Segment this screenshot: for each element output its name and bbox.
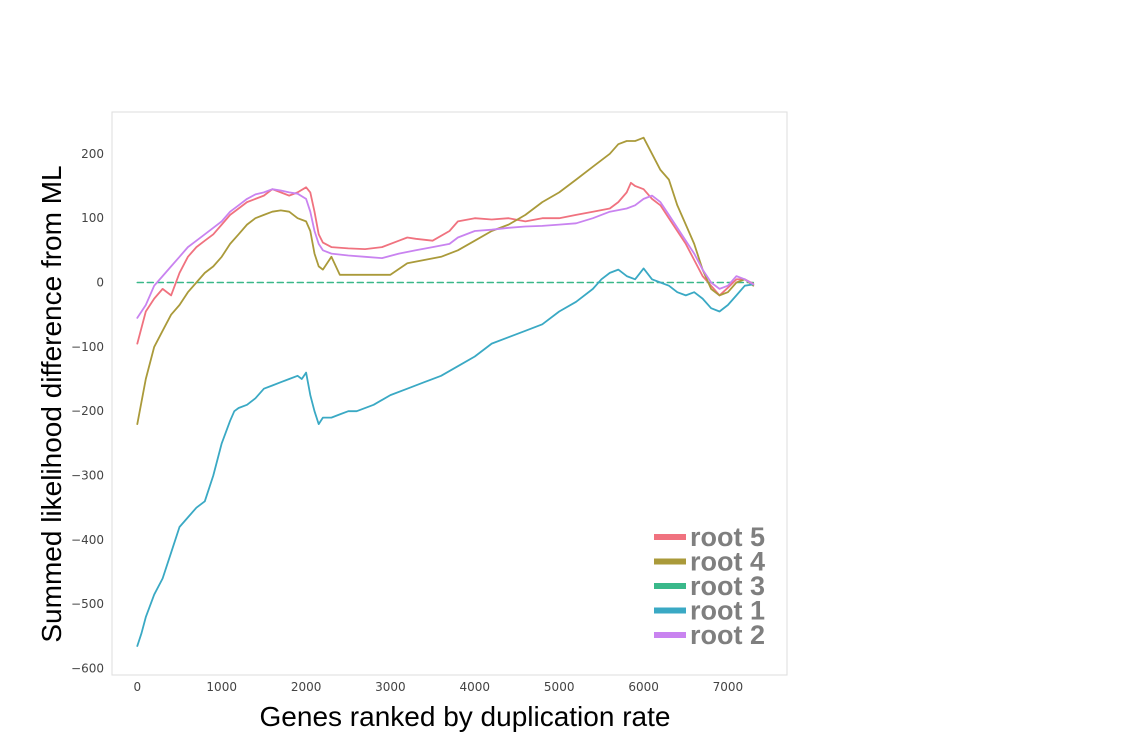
- x-tick-label: 4000: [460, 680, 491, 694]
- legend-label-root-5: root 5: [690, 522, 765, 552]
- y-tick-labels: 200 100 0 −100 −200 −300 −400 −500 −600: [71, 147, 104, 676]
- x-tick-label: 2000: [291, 680, 322, 694]
- x-tick-label: 3000: [375, 680, 406, 694]
- series-line-root-5: [136, 181, 755, 345]
- series-layer: [136, 136, 755, 647]
- y-tick-label: −500: [71, 597, 104, 611]
- x-tick-labels: 0 1000 2000 3000 4000 5000 6000 7000: [133, 680, 743, 694]
- legend-label-root-3: root 3: [690, 571, 765, 601]
- y-tick-label: −600: [71, 662, 104, 676]
- y-tick-label: −400: [71, 533, 104, 547]
- x-tick-label: 5000: [544, 680, 575, 694]
- plot-frame: [111, 111, 788, 676]
- legend-label-root-2: root 2: [690, 620, 765, 650]
- legend-label-root-4: root 4: [690, 547, 765, 577]
- y-tick-label: 200: [81, 147, 104, 161]
- x-axis-label: Genes ranked by duplication rate: [260, 701, 671, 732]
- y-tick-label: 100: [81, 211, 104, 225]
- x-tick-label: 7000: [713, 680, 744, 694]
- x-tick-label: 6000: [628, 680, 659, 694]
- y-tick-label: −200: [71, 404, 104, 418]
- series-line-root-1: [136, 267, 755, 647]
- legend-label-root-1: root 1: [690, 596, 765, 626]
- x-tick-label: 0: [133, 680, 141, 694]
- series-line-root-2: [136, 188, 755, 319]
- y-tick-label: 0: [96, 276, 104, 290]
- y-tick-label: −100: [71, 340, 104, 354]
- x-tick-label: 1000: [206, 680, 237, 694]
- y-tick-label: −300: [71, 469, 104, 483]
- y-axis-label: Summed likelihood difference from ML: [36, 165, 67, 642]
- series-line-root-4: [136, 136, 755, 425]
